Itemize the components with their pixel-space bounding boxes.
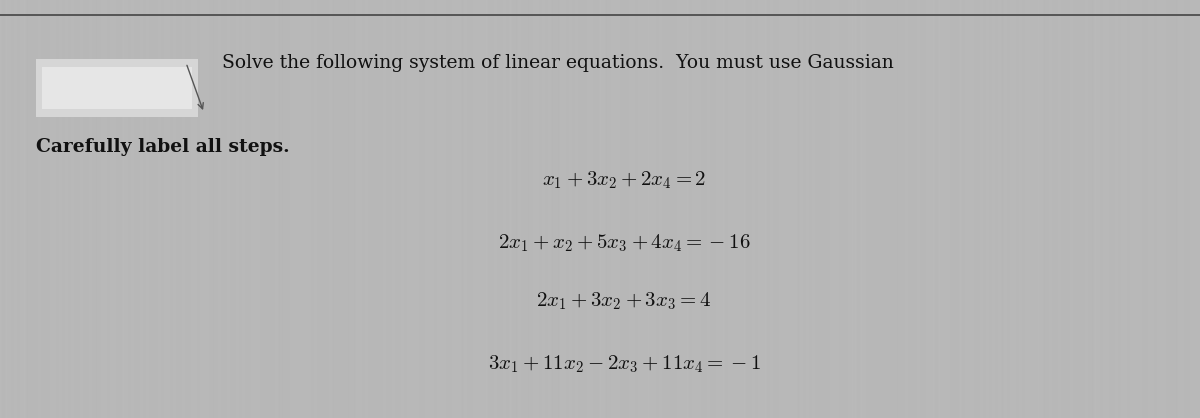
Text: $3x_1 + 11x_2 - 2x_3 + 11x_4 = -1$: $3x_1 + 11x_2 - 2x_3 + 11x_4 = -1$	[487, 353, 761, 375]
Text: Solve the following system of linear equations.  You must use Gaussian: Solve the following system of linear equ…	[222, 54, 894, 72]
FancyBboxPatch shape	[36, 59, 198, 117]
Text: $2x_1 + x_2 + 5x_3 + 4x_4 = -16$: $2x_1 + x_2 + 5x_3 + 4x_4 = -16$	[498, 232, 750, 254]
Text: $2x_1 + 3x_2 + 3x_3 = 4$: $2x_1 + 3x_2 + 3x_3 = 4$	[536, 291, 712, 312]
Text: Carefully label all steps.: Carefully label all steps.	[36, 138, 289, 156]
Text: $x_1 + 3x_2 + 2x_4 = 2$: $x_1 + 3x_2 + 2x_4 = 2$	[542, 169, 706, 191]
FancyBboxPatch shape	[42, 67, 192, 109]
